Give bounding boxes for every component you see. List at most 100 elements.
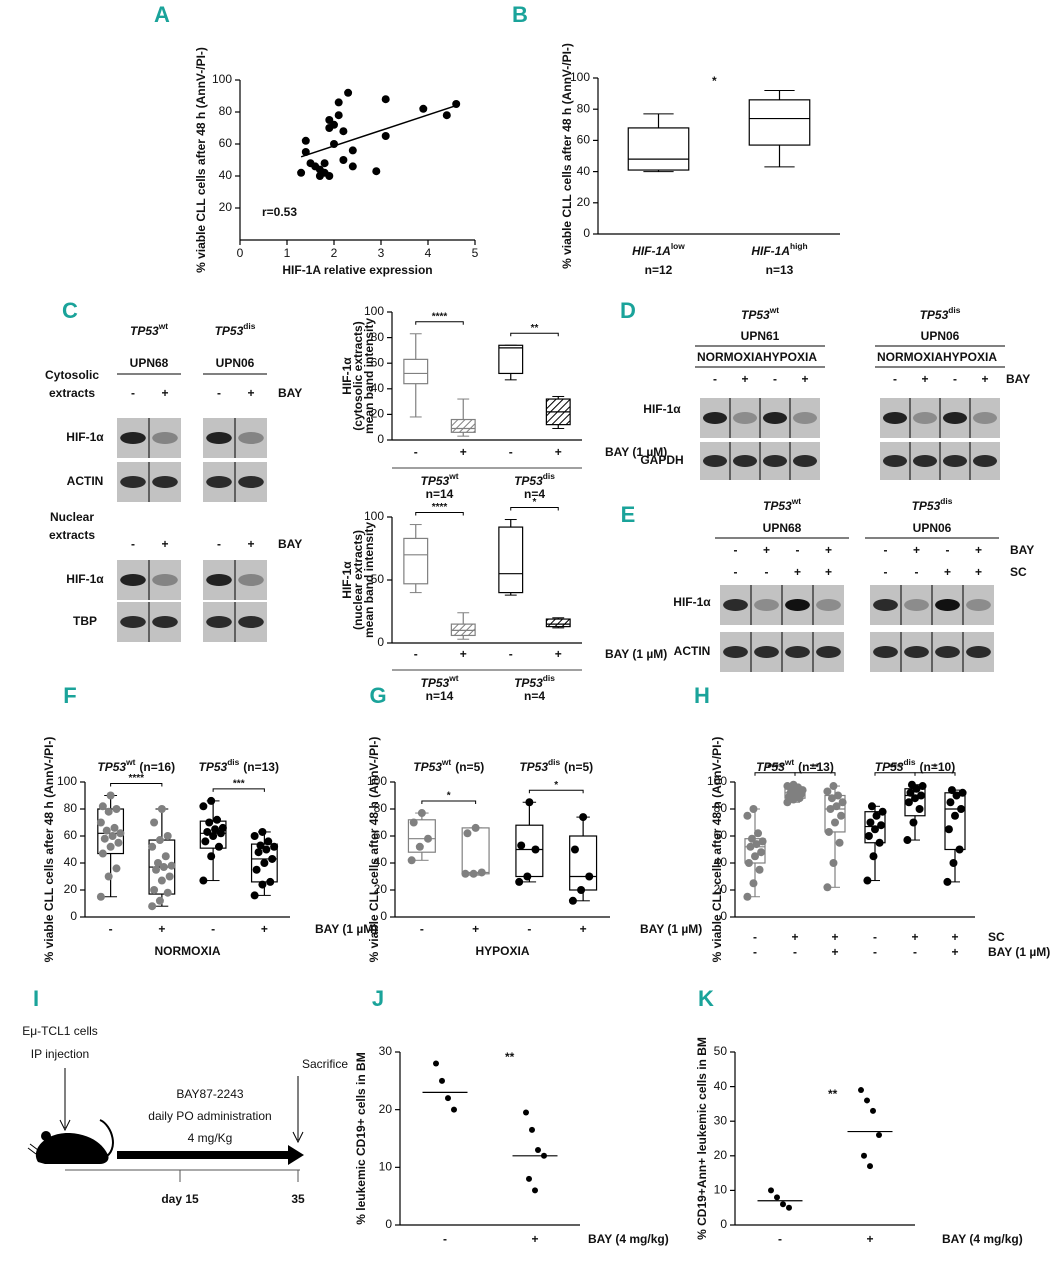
y-axis-label: HIF-1α: [340, 357, 354, 395]
point: [348, 146, 357, 155]
point: [823, 787, 832, 796]
point: [381, 132, 390, 140]
y-tick-label: 20: [379, 1102, 393, 1116]
group-label-part: wt: [448, 673, 459, 683]
bracket: [421, 800, 477, 805]
point: [755, 865, 764, 874]
x-tick-label: 2: [331, 246, 338, 260]
blot-sign: -: [765, 565, 769, 579]
point: [451, 1106, 457, 1113]
row-label: HIF-1α: [66, 572, 104, 586]
box: [403, 537, 429, 585]
x-tick-label: 0: [237, 246, 244, 260]
y-tick-label: 0: [377, 635, 384, 649]
point: [339, 127, 348, 136]
panel-letter: D: [620, 298, 636, 323]
group-label-part: TP53: [519, 760, 548, 774]
schematic-text: daily PO administration: [148, 1109, 271, 1123]
point: [96, 892, 105, 901]
point: [165, 872, 174, 881]
group-n: n=14: [426, 689, 454, 703]
condition-label: BAY (1 µM): [988, 945, 1050, 959]
x-axis-label: HIF-1A relative expression: [282, 263, 432, 277]
point: [743, 892, 752, 901]
band: [238, 432, 264, 444]
point: [529, 1126, 535, 1133]
condition-label: BAY (1 µM): [315, 922, 377, 936]
y-tick-label: 60: [374, 828, 388, 842]
condition-label: BAY (1 µM): [605, 647, 667, 661]
band: [966, 599, 991, 611]
group-label: TP53wt: [421, 673, 459, 690]
band: [733, 412, 757, 424]
bracket-label: ****: [128, 773, 144, 784]
point: [917, 791, 926, 800]
band: [763, 455, 787, 467]
band: [723, 646, 748, 658]
point: [98, 849, 107, 858]
y-tick-label: 100: [364, 304, 384, 318]
box: [450, 418, 476, 433]
point: [867, 802, 876, 811]
condition-label: HYPOXIA: [943, 350, 997, 364]
point: [98, 802, 107, 811]
band: [873, 599, 898, 611]
point: [829, 859, 838, 867]
point: [958, 788, 967, 797]
y-tick-label: 0: [720, 1217, 727, 1231]
point: [523, 1109, 529, 1116]
point: [568, 896, 577, 905]
point: [832, 802, 841, 811]
bracket: [794, 772, 836, 776]
condition-sign: -: [509, 647, 513, 661]
condition-sign: +: [866, 1232, 873, 1246]
condition-sign: +: [460, 647, 467, 661]
point: [270, 842, 279, 851]
group-label-part: TP53: [97, 760, 126, 774]
blot-sign: +: [247, 537, 254, 551]
point: [831, 818, 839, 827]
point: [747, 834, 756, 843]
panel-letter: E: [621, 502, 636, 527]
band: [703, 455, 727, 467]
blot-sign: +: [741, 372, 748, 386]
point: [469, 869, 478, 878]
condition-label: NORMOXIA: [697, 350, 763, 364]
point: [758, 837, 767, 846]
annotation: r=0.53: [262, 205, 297, 219]
condition-sign: -: [443, 1232, 447, 1246]
point: [96, 818, 105, 827]
condition-label: NORMOXIA: [877, 350, 943, 364]
point: [148, 902, 157, 911]
y-axis-label: mean band intensity: [362, 318, 376, 434]
point: [344, 88, 353, 97]
point: [911, 794, 919, 803]
category-n: n=12: [645, 263, 673, 277]
condition-sign: +: [951, 930, 958, 944]
point: [433, 1060, 439, 1067]
point: [907, 780, 916, 789]
category-label-part: HIF-1A: [632, 244, 671, 258]
y-tick-label: 80: [577, 101, 591, 115]
point: [381, 95, 390, 104]
group-label-part: TP53: [756, 760, 785, 774]
point: [213, 815, 222, 824]
y-tick-label: 80: [219, 104, 233, 118]
band: [873, 646, 898, 658]
box: [569, 835, 598, 891]
band: [913, 412, 937, 424]
schematic-text: 4 mg/Kg: [188, 1131, 233, 1145]
condition-sign: -: [753, 945, 757, 959]
x-tick-label: 1: [284, 246, 291, 260]
annotation: **: [505, 1050, 515, 1064]
blot-sign: +: [921, 372, 928, 386]
point: [301, 136, 310, 145]
point: [952, 791, 961, 800]
mouse-body: [35, 1132, 109, 1164]
band: [966, 646, 991, 658]
band: [935, 599, 960, 611]
row-label: TBP: [73, 614, 97, 628]
group-label-part: (n=5): [564, 760, 593, 774]
y-tick-label: 40: [714, 1079, 728, 1093]
y-axis-label: % viable CLL cells after 48 h (AnnV-/PI-…: [560, 43, 574, 269]
